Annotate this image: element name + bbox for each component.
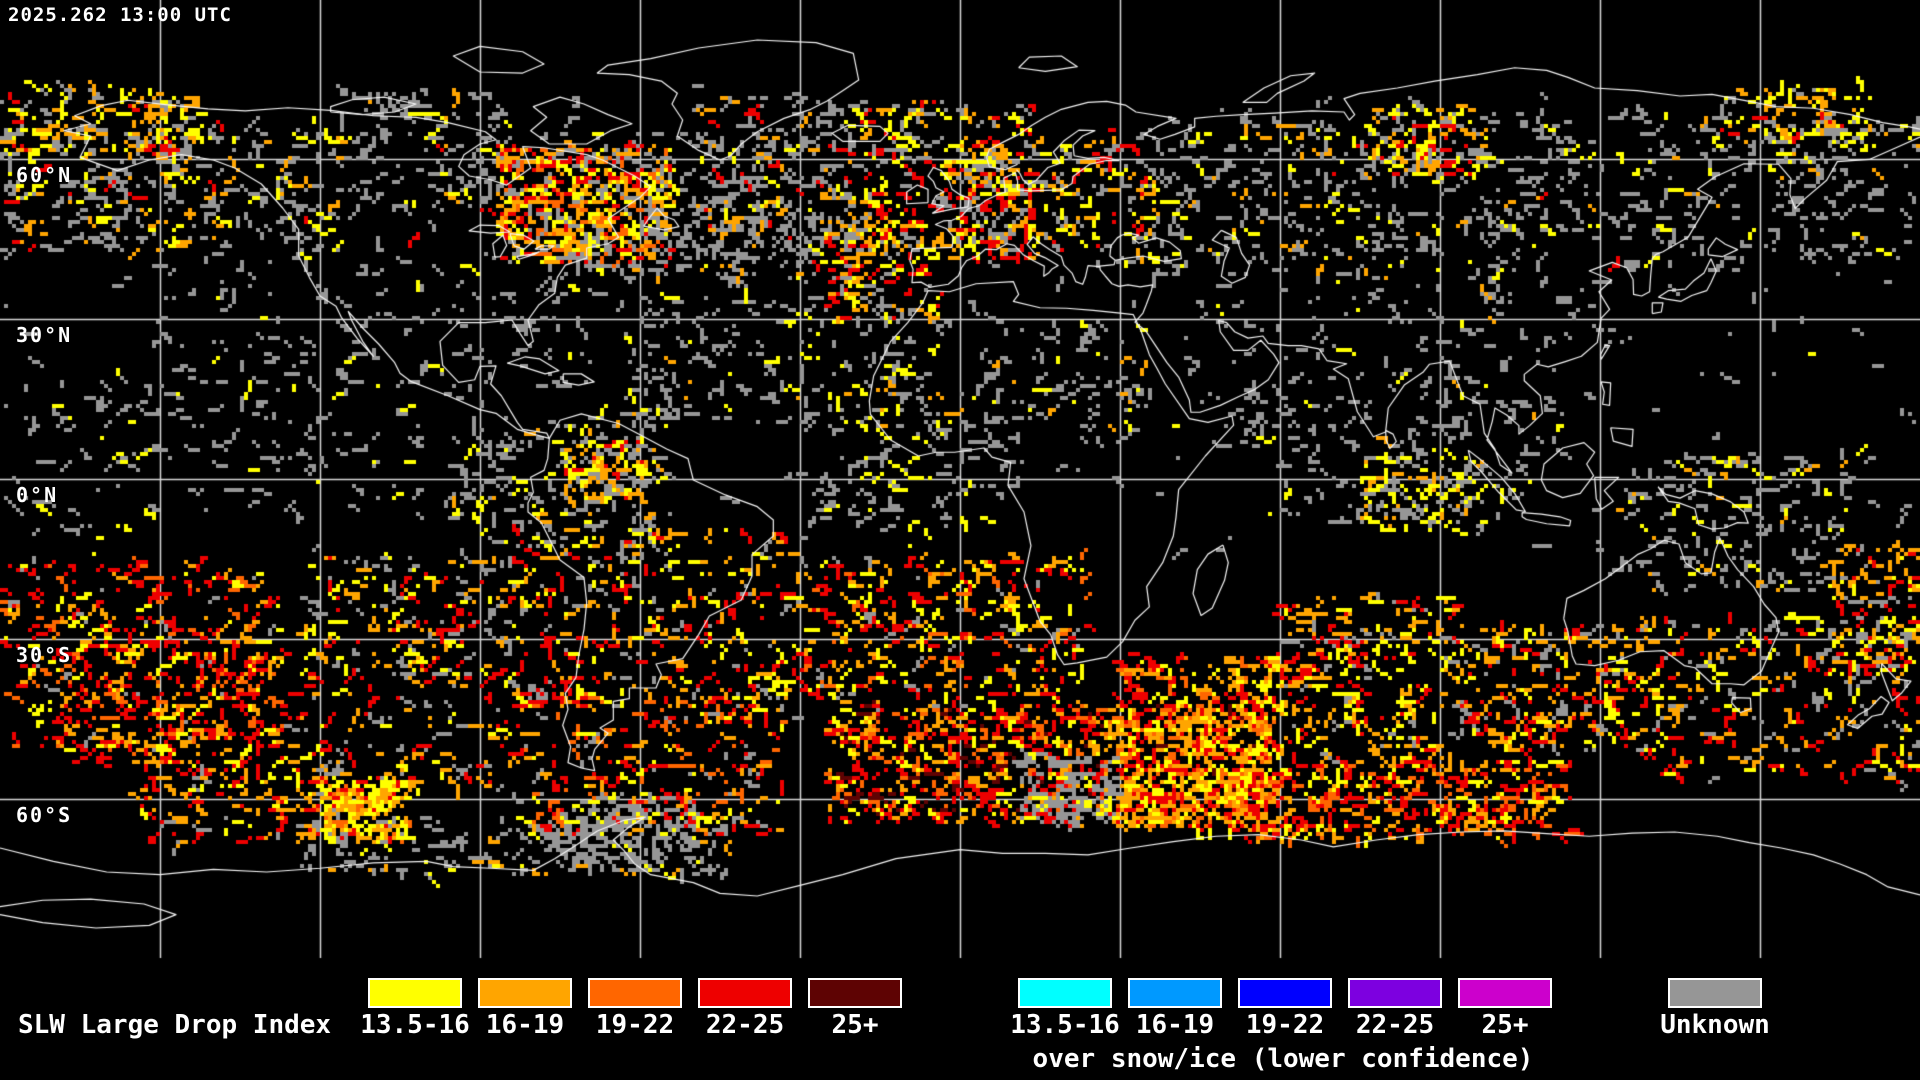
legend-standard-swatch-2 [588,978,682,1008]
latitude-label-30s: 30°S [16,643,73,667]
legend-snowice-swatch-1 [1128,978,1222,1008]
legend-title: SLW Large Drop Index [18,1010,332,1040]
legend-snowice-label-1: 16-19 [1135,1010,1215,1040]
legend-snowice-label-0: 13.5-16 [1010,1010,1120,1040]
legend-snowice-swatch-4 [1458,978,1552,1008]
legend-snowice-swatch-0 [1018,978,1112,1008]
world-map-canvas [0,0,1920,960]
legend-standard-label-1: 16-19 [485,1010,565,1040]
legend-snowice-label-4: 25+ [1481,1010,1529,1040]
legend-standard-swatch-4 [808,978,902,1008]
legend-standard-label-2: 19-22 [595,1010,675,1040]
latitude-label-0n: 0°N [16,483,59,507]
legend-snowice-caption: over snow/ice (lower confidence) [1032,1044,1534,1074]
legend-snowice-label-2: 19-22 [1245,1010,1325,1040]
legend-snowice-label-3: 22-25 [1355,1010,1435,1040]
legend-snowice-swatch-2 [1238,978,1332,1008]
latitude-label-30n: 30°N [16,323,73,347]
legend-standard-swatch-1 [478,978,572,1008]
legend-standard-label-0: 13.5-16 [360,1010,470,1040]
latitude-label-60n: 60°N [16,163,73,187]
legend-standard-label-4: 25+ [831,1010,879,1040]
legend-standard-swatch-0 [368,978,462,1008]
legend-unknown-swatch-0 [1668,978,1762,1008]
legend-unknown-label-0: Unknown [1660,1010,1770,1040]
legend-standard-label-3: 22-25 [705,1010,785,1040]
legend-standard-swatch-3 [698,978,792,1008]
timestamp: 2025.262 13:00 UTC [8,4,232,26]
legend-snowice-swatch-3 [1348,978,1442,1008]
latitude-label-60s: 60°S [16,803,73,827]
